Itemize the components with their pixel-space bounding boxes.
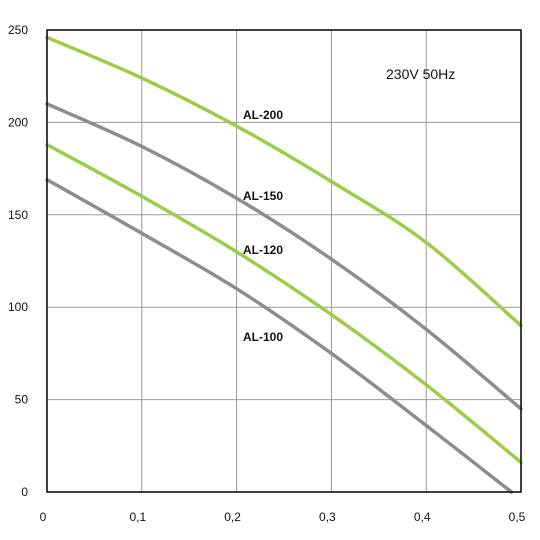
y-tick-label: 100	[8, 300, 28, 314]
x-tick-label: 0,5	[509, 510, 526, 524]
y-tick-label: 0	[21, 485, 28, 499]
x-tick-label: 0,4	[414, 510, 431, 524]
x-tick-label: 0,3	[319, 510, 336, 524]
x-axis-ticks: 0 0,1 0,2 0,3 0,4 0,5	[40, 510, 526, 524]
series-label-al-120: AL-120	[243, 243, 283, 257]
y-tick-label: 250	[8, 23, 28, 37]
y-tick-label: 200	[8, 115, 28, 129]
series-labels: AL-200 AL-150 AL-120 AL-100	[243, 108, 283, 344]
y-tick-label: 150	[8, 208, 28, 222]
series-line-al-200	[45, 35, 523, 328]
voltage-annotation: 230V 50Hz	[386, 66, 455, 82]
series-line-al-150	[45, 102, 523, 411]
series-line-al-120	[45, 142, 523, 465]
y-tick-label: 50	[15, 393, 29, 407]
series-line-al-100	[45, 177, 514, 494]
series-label-al-100: AL-100	[243, 330, 283, 344]
series-curves	[45, 35, 523, 494]
plot-frame	[46, 29, 522, 493]
y-axis-ticks: 0 50 100 150 200 250	[8, 23, 28, 499]
series-label-al-200: AL-200	[243, 108, 283, 122]
series-label-al-150: AL-150	[243, 189, 283, 203]
x-tick-label: 0	[40, 510, 47, 524]
x-tick-label: 0,1	[129, 510, 146, 524]
x-tick-label: 0,2	[224, 510, 241, 524]
